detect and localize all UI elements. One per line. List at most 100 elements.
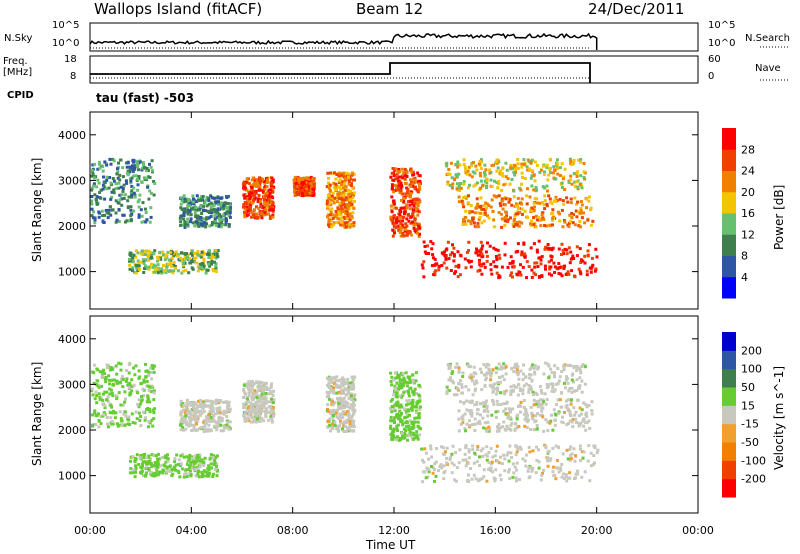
data-cell — [394, 177, 398, 181]
data-cell — [133, 193, 137, 197]
data-cell — [575, 389, 579, 393]
data-cell — [103, 181, 107, 185]
data-cell — [570, 398, 573, 402]
data-cell — [537, 275, 541, 279]
data-cell — [341, 410, 345, 414]
data-cell — [125, 377, 129, 381]
data-cell — [564, 405, 568, 409]
data-cell — [556, 398, 560, 402]
data-cell — [267, 387, 271, 391]
data-cell — [580, 203, 584, 207]
data-cell — [304, 187, 308, 191]
data-cell — [587, 444, 591, 448]
data-cell — [575, 174, 579, 178]
data-cell — [197, 475, 201, 479]
data-cell — [558, 266, 562, 269]
data-cell — [97, 215, 101, 219]
data-cell — [435, 447, 439, 450]
data-cell — [575, 378, 579, 382]
nave-tick-high: 60 — [708, 54, 721, 65]
data-cell — [409, 180, 413, 184]
data-cell — [225, 219, 228, 222]
data-cell — [407, 394, 411, 398]
data-cell — [539, 398, 543, 402]
data-cell — [390, 410, 394, 414]
data-cell — [486, 214, 489, 218]
data-cell — [170, 264, 173, 268]
data-cell — [332, 401, 336, 405]
data-cell — [577, 267, 581, 271]
data-cell — [524, 453, 528, 457]
data-cell — [342, 396, 346, 400]
data-cell — [298, 188, 302, 192]
data-cell — [443, 253, 447, 257]
data-cell — [423, 447, 427, 451]
data-cell — [553, 271, 557, 274]
data-cell — [197, 217, 201, 221]
data-cell — [254, 184, 258, 188]
data-cell — [554, 444, 558, 448]
data-cell — [328, 188, 332, 192]
data-cell — [101, 183, 105, 187]
data-cell — [529, 176, 533, 180]
data-cell — [227, 223, 231, 227]
data-cell — [146, 253, 150, 257]
data-cell — [164, 255, 168, 259]
data-cell — [551, 208, 555, 212]
data-cell — [535, 261, 539, 265]
data-cell — [269, 185, 273, 189]
data-cell — [338, 192, 342, 195]
data-cell — [183, 220, 187, 224]
data-cell — [560, 162, 564, 166]
data-cell — [193, 257, 197, 260]
data-cell — [445, 456, 449, 460]
data-cell — [211, 254, 214, 258]
data-cell — [115, 172, 119, 176]
data-cell — [570, 390, 574, 394]
data-cell — [549, 171, 553, 175]
data-cell — [418, 407, 422, 411]
data-cell — [570, 214, 574, 218]
data-cell — [583, 470, 587, 474]
data-cell — [474, 164, 478, 168]
data-cell — [149, 457, 152, 461]
data-cell — [203, 423, 207, 427]
data-cell — [247, 393, 251, 397]
data-cell — [396, 224, 400, 228]
data-cell — [120, 197, 124, 201]
data-cell — [513, 214, 517, 218]
data-cell — [565, 375, 568, 379]
data-cell — [117, 361, 121, 365]
data-cell — [482, 204, 486, 208]
data-cell — [183, 223, 187, 227]
data-cell — [495, 160, 498, 164]
data-cell — [569, 174, 573, 178]
data-cell — [532, 201, 536, 205]
data-cell — [131, 160, 135, 164]
data-cell — [174, 463, 178, 467]
data-cell — [544, 245, 548, 249]
data-cell — [551, 446, 555, 450]
data-cell — [479, 196, 483, 200]
data-cell — [480, 221, 484, 225]
data-cell — [120, 423, 124, 427]
data-cell — [574, 410, 578, 414]
data-cell — [249, 184, 253, 188]
data-cell — [398, 405, 401, 409]
data-cell — [263, 211, 267, 215]
data-cell — [245, 205, 249, 209]
data-cell — [425, 466, 429, 470]
data-cell — [255, 380, 259, 384]
data-cell — [569, 178, 573, 182]
data-cell — [431, 256, 435, 260]
data-cell — [576, 469, 579, 473]
data-cell — [418, 226, 422, 230]
data-cell — [206, 252, 209, 256]
data-cell — [335, 184, 339, 188]
velocity-panel — [90, 361, 600, 484]
data-cell — [389, 415, 393, 419]
data-cell — [396, 423, 400, 427]
data-cell — [491, 210, 495, 213]
data-cell — [529, 222, 532, 226]
data-cell — [195, 194, 199, 198]
